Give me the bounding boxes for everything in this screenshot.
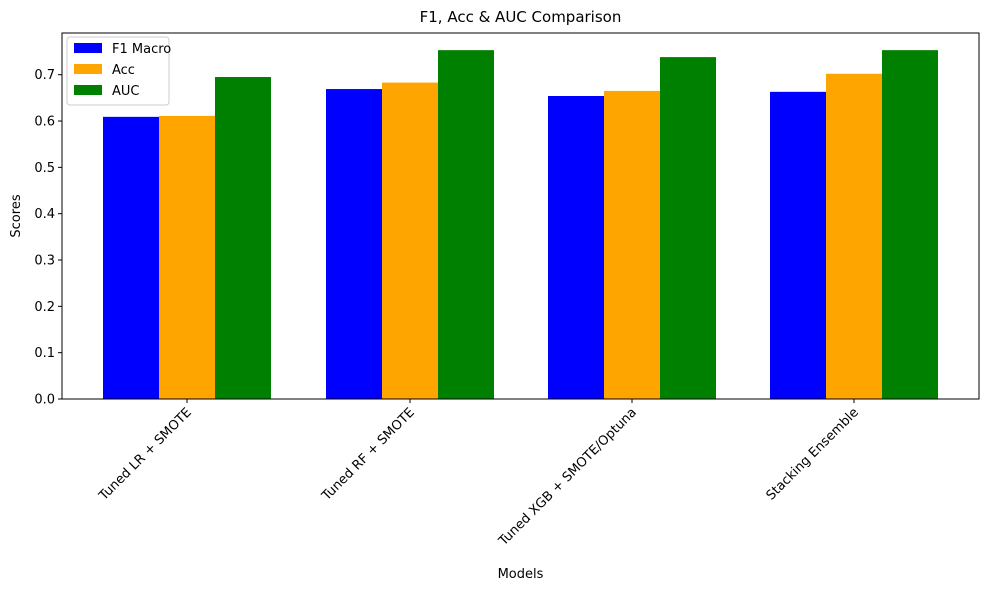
bars-layer (103, 50, 938, 400)
x-tick-label: Stacking Ensemble (764, 405, 862, 503)
bar-auc-4 (882, 50, 938, 399)
chart-title: F1, Acc & AUC Comparison (420, 8, 622, 26)
bar-acc-1 (159, 115, 215, 400)
x-tick-label: Tuned RF + SMOTE (319, 405, 418, 504)
bar-acc-4 (826, 73, 882, 399)
y-axis: 0.0 0.1 0.2 0.3 0.4 0.5 0.6 0.7 (34, 68, 62, 408)
y-tick-label: 0.5 (34, 161, 55, 176)
y-tick-label: 0.2 (34, 300, 55, 315)
legend-label-f1-macro: F1 Macro (112, 42, 171, 57)
bar-f1-macro-3 (548, 96, 604, 399)
y-tick-label: 0.1 (34, 346, 55, 361)
y-tick-label: 0.0 (34, 393, 55, 408)
y-tick-label: 0.6 (34, 115, 55, 130)
legend-swatch-auc (74, 85, 102, 95)
legend: F1 Macro Acc AUC (66, 36, 171, 106)
y-tick-label: 0.4 (34, 207, 55, 222)
bar-f1-macro-1 (103, 116, 159, 399)
bar-auc-2 (438, 50, 494, 399)
y-tick-label: 0.7 (34, 68, 55, 83)
x-axis-label: Models (498, 567, 544, 582)
legend-swatch-acc (74, 64, 102, 74)
y-axis-label: Scores (9, 194, 24, 237)
legend-swatch-f1-macro (74, 43, 102, 53)
y-tick-label: 0.3 (34, 254, 55, 269)
bar-acc-2 (382, 82, 438, 400)
x-axis: Tuned LR + SMOTE Tuned RF + SMOTE Tuned XG… (96, 399, 862, 550)
legend-label-auc: AUC (112, 84, 140, 99)
bar-f1-macro-2 (326, 89, 382, 399)
bar-f1-macro-4 (770, 91, 826, 399)
bar-acc-3 (604, 90, 660, 400)
plot-frame (61, 32, 980, 400)
bar-auc-3 (660, 57, 716, 400)
bar-auc-1 (215, 77, 271, 399)
legend-label-acc: Acc (112, 63, 135, 78)
x-tick-label: Tuned LR + SMOTE (96, 405, 195, 504)
x-tick-label: Tuned XGB + SMOTE/Optuna (495, 405, 639, 549)
